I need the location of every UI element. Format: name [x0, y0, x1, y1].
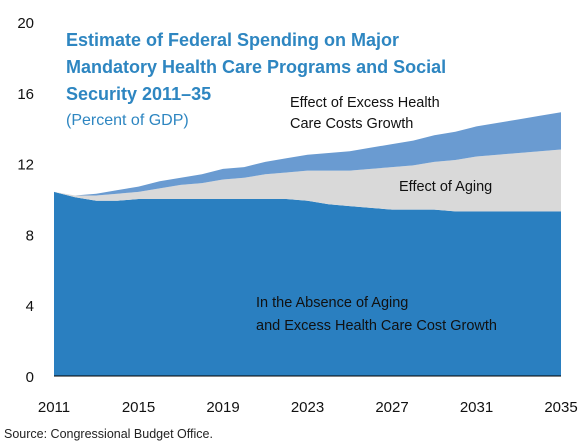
- y-tick-label: 20: [17, 15, 34, 32]
- y-tick-label: 16: [17, 86, 34, 103]
- x-tick-label: 2031: [460, 399, 493, 416]
- series-label-baseline-line-2: and Excess Health Care Cost Growth: [256, 318, 497, 334]
- y-tick-label: 4: [26, 298, 34, 315]
- chart-title-line-2: Mandatory Health Care Programs and Socia…: [66, 57, 446, 77]
- x-tick-labels: 2011 2015 2019 2023 2027 2031 2035: [38, 399, 578, 416]
- x-tick-label: 2015: [122, 399, 155, 416]
- y-tick-label: 0: [26, 369, 34, 386]
- chart-subtitle: (Percent of GDP): [66, 112, 189, 129]
- area-effect-of-aging: [54, 149, 561, 212]
- source-note: Source: Congressional Budget Office.: [4, 427, 213, 441]
- chart-title-line-1: Estimate of Federal Spending on Major: [66, 30, 399, 50]
- y-tick-label: 8: [26, 227, 34, 244]
- series-label-excess-line-2: Care Costs Growth: [290, 116, 413, 132]
- series-label-aging: Effect of Aging: [399, 179, 492, 195]
- x-tick-label: 2035: [544, 399, 577, 416]
- x-tick-label: 2011: [38, 399, 70, 416]
- stacked-areas: [54, 112, 561, 376]
- x-tick-label: 2027: [375, 399, 408, 416]
- series-label-baseline-line-1: In the Absence of Aging: [256, 295, 408, 311]
- y-tick-label: 12: [17, 157, 34, 174]
- area-excess-cost-growth: [54, 112, 561, 196]
- x-tick-label: 2019: [206, 399, 239, 416]
- x-tick-label: 2023: [291, 399, 324, 416]
- area-baseline: [54, 191, 561, 376]
- series-label-excess-line-1: Effect of Excess Health: [290, 95, 440, 111]
- chart-title-line-3: Security 2011–35: [66, 84, 211, 104]
- y-tick-labels: 0 4 8 12 16 20: [17, 15, 34, 386]
